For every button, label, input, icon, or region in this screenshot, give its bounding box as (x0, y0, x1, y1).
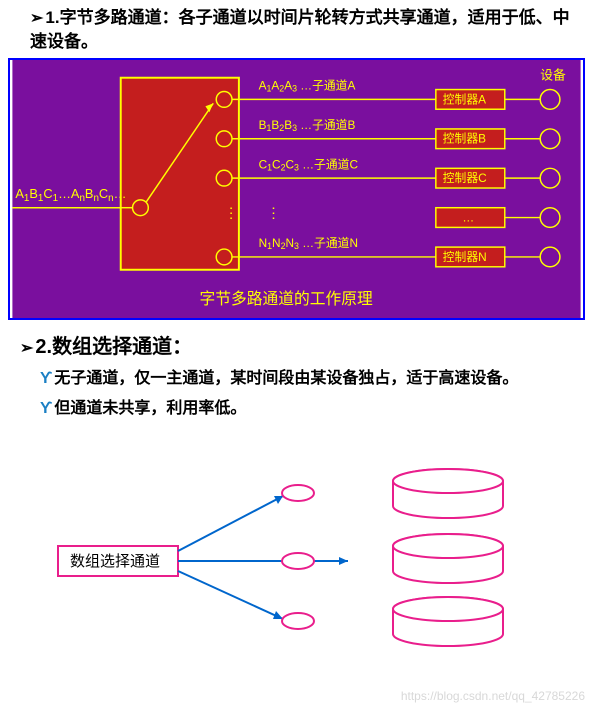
svg-text:B1B2B3 …子通道B: B1B2B3 …子通道B (259, 118, 356, 133)
chevron-icon: ➢ (20, 340, 33, 357)
svg-text:⋮: ⋮ (224, 206, 238, 221)
byte-multiplex-diagram: A1B1C1…AnBnCn… 设备 A1A2A3 …子通道A 控制器A B1B2… (8, 58, 585, 320)
chevron-icon: ➢ (30, 10, 43, 27)
section2-item-0-text: 无子通道，仅一主通道，某时间段由某设备独占，适于高速设备。 (54, 370, 518, 387)
section1-title-text: 1.字节多路通道：各子通道以时间片轮转方式共享通道，适用于低、中速设备。 (30, 8, 570, 51)
svg-text:设备: 设备 (540, 68, 566, 83)
upsilon-icon: ϒ (40, 400, 52, 417)
section2-item-0: ϒ无子通道，仅一主通道，某时间段由某设备独占，适于高速设备。 (40, 367, 583, 391)
section2-title: ➢2.数组选择通道： (0, 320, 593, 363)
section2: ϒ无子通道，仅一主通道，某时间段由某设备独占，适于高速设备。 ϒ但通道未共享，利… (0, 363, 593, 431)
array-select-diagram: 数组选择通道 (8, 451, 585, 651)
svg-text:⋮: ⋮ (266, 206, 280, 221)
section2-item-1-text: 但通道未共享，利用率低。 (54, 400, 246, 417)
svg-text:C1C2C3 …子通道C: C1C2C3 …子通道C (259, 158, 359, 173)
section1: ➢1.字节多路通道：各子通道以时间片轮转方式共享通道，适用于低、中速设备。 (0, 0, 593, 56)
diagram1-svg: A1B1C1…AnBnCn… 设备 A1A2A3 …子通道A 控制器A B1B2… (10, 60, 583, 318)
section2-title-text: 2.数组选择通道： (35, 336, 192, 358)
cylinder-2 (393, 597, 503, 646)
upsilon-icon: ϒ (40, 370, 52, 387)
diagram2-svg: 数组选择通道 (8, 451, 585, 651)
svg-text:控制器B: 控制器B (443, 132, 486, 146)
watermark: https://blog.csdn.net/qq_42785226 (401, 689, 585, 703)
section2-item-1: ϒ但通道未共享，利用率低。 (40, 397, 583, 421)
svg-text:A1A2A3 …子通道A: A1A2A3 …子通道A (259, 79, 356, 94)
cylinder-0 (393, 469, 503, 518)
diagram1-caption: 字节多路通道的工作原理 (200, 290, 373, 308)
diagram2-box-label: 数组选择通道 (70, 553, 160, 570)
svg-text:控制器C: 控制器C (443, 171, 487, 185)
svg-text:控制器N: 控制器N (443, 250, 487, 264)
svg-text:N1N2N3 …子通道N: N1N2N3 …子通道N (259, 236, 358, 251)
section1-title: ➢1.字节多路通道：各子通道以时间片轮转方式共享通道，适用于低、中速设备。 (30, 6, 583, 54)
svg-text:…: … (462, 211, 474, 225)
cylinder-1 (393, 534, 503, 583)
svg-text:控制器A: 控制器A (443, 93, 486, 107)
